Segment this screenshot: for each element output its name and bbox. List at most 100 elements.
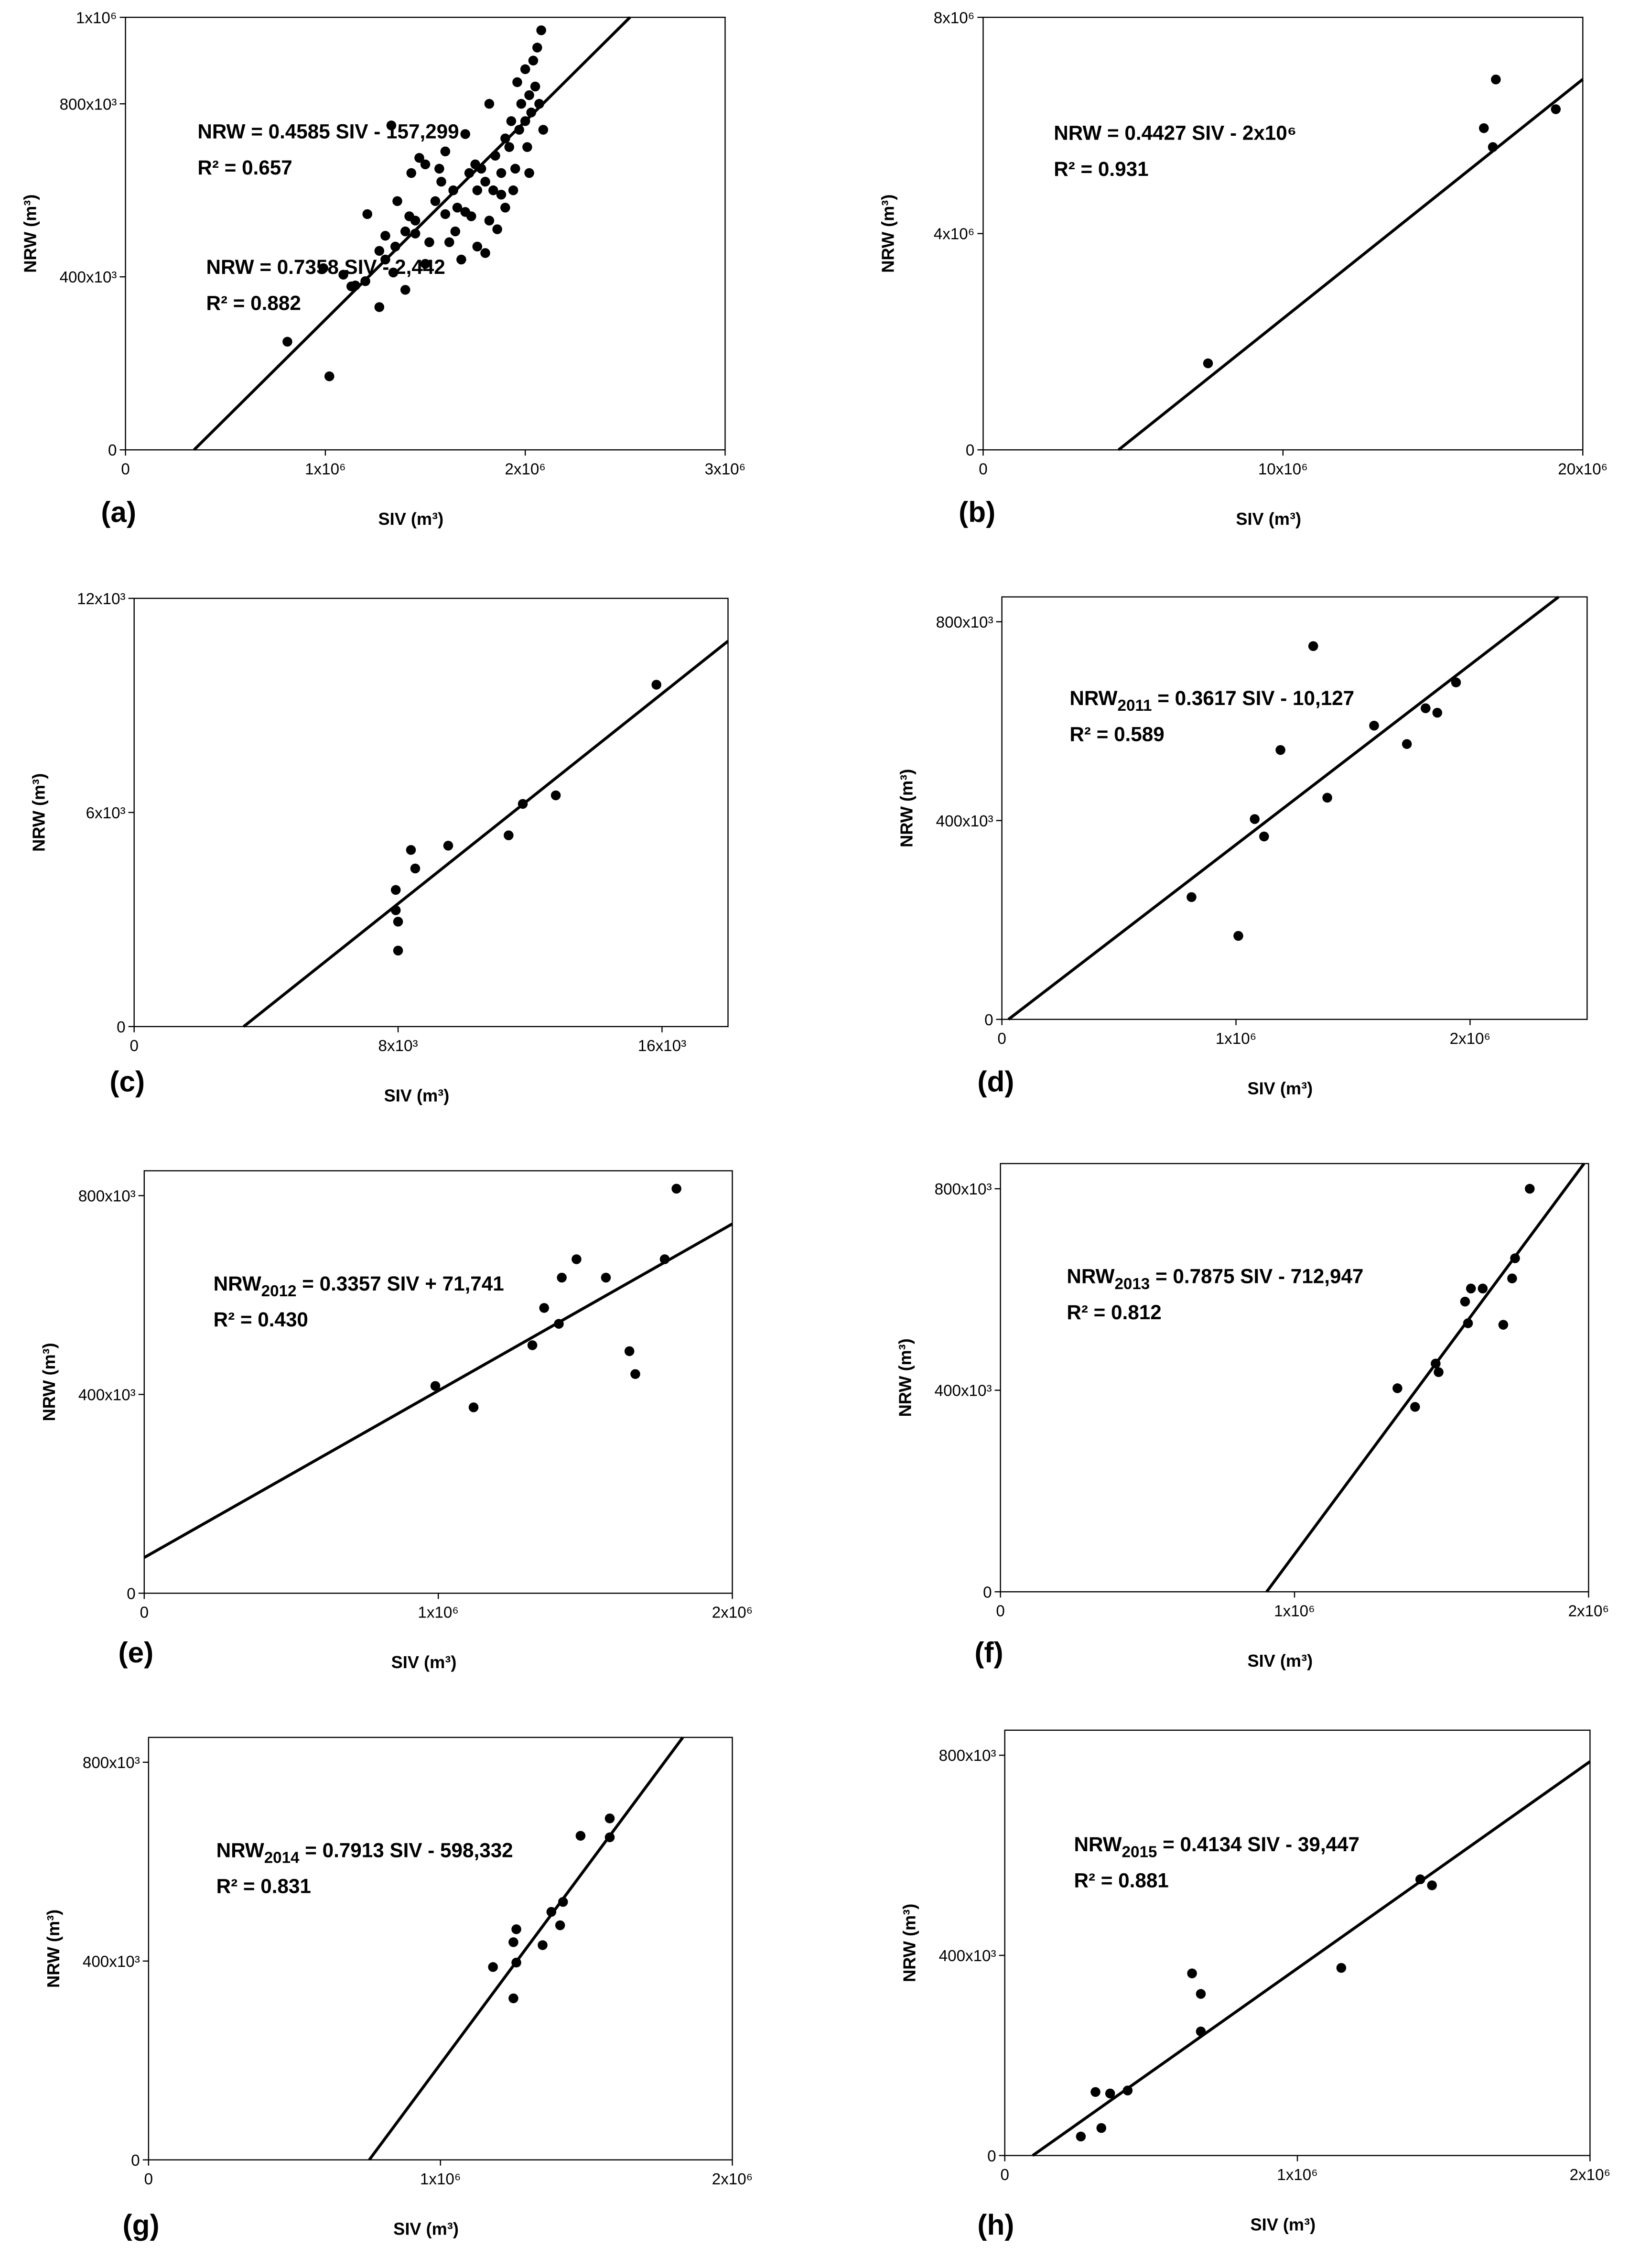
y-axis-label: NRW (m³) xyxy=(900,1904,919,1982)
data-point xyxy=(1415,1874,1425,1885)
equation-part: 2015 xyxy=(1122,1843,1157,1861)
data-point xyxy=(1507,1273,1517,1283)
x-tick-label: 2x10⁶ xyxy=(712,2170,753,2188)
y-tick-label: 800x10³ xyxy=(60,96,117,113)
data-point xyxy=(1203,358,1213,369)
data-point xyxy=(440,209,451,219)
data-point xyxy=(468,1402,479,1412)
data-point xyxy=(466,211,476,221)
x-axis-label: SIV (m³) xyxy=(1247,1079,1313,1098)
data-point xyxy=(504,830,514,840)
data-point xyxy=(450,226,461,237)
data-point xyxy=(406,845,416,855)
data-point xyxy=(1427,1880,1437,1890)
y-axis-label: NRW (m³) xyxy=(878,195,897,273)
panel-label: (f) xyxy=(974,1636,1003,1669)
data-point xyxy=(492,224,502,234)
data-point xyxy=(392,196,402,206)
data-point xyxy=(472,241,483,252)
x-tick-label: 16x10³ xyxy=(638,1037,686,1055)
r-squared: R² = 0.831 xyxy=(216,1875,311,1898)
regression-line xyxy=(1118,78,1584,451)
equation-part: 2014 xyxy=(264,1849,300,1866)
y-tick-label: 0 xyxy=(966,442,974,459)
data-point xyxy=(1451,677,1461,687)
data-point xyxy=(1488,142,1498,152)
y-tick-label: 0 xyxy=(987,2148,996,2165)
data-point xyxy=(430,196,441,206)
data-point xyxy=(362,209,372,219)
x-axis-label: SIV (m³) xyxy=(1236,509,1301,529)
r-squared: R² = 0.812 xyxy=(1067,1301,1161,1324)
y-axis-label: NRW (m³) xyxy=(29,773,49,852)
regression-line xyxy=(143,1222,734,1559)
x-tick-label: 2x10⁶ xyxy=(1570,2166,1611,2184)
panel-label: (h) xyxy=(977,2209,1014,2241)
data-point xyxy=(1551,104,1561,114)
equation: NRW = 0.4585 SIV - 157,299 xyxy=(197,120,459,143)
data-point xyxy=(1076,2131,1086,2142)
x-axis-label: SIV (m³) xyxy=(1251,2215,1316,2235)
y-tick-label: 800x10³ xyxy=(936,614,993,631)
data-point xyxy=(410,863,421,874)
data-point xyxy=(528,55,539,65)
scatter-panel: 0 10x10⁶ 20x10⁶ 0 4x10⁶ 8x10⁶ NRW = 0.4427 SIV… xyxy=(878,9,1607,529)
data-point xyxy=(604,1813,615,1823)
data-point xyxy=(671,1183,681,1194)
x-tick-label: 0 xyxy=(979,460,987,478)
r-squared: R² = 0.430 xyxy=(214,1308,308,1331)
equation-part: 2012 xyxy=(261,1282,297,1300)
data-point xyxy=(1090,2087,1100,2097)
y-tick-label: 0 xyxy=(117,1019,125,1036)
y-tick-label: 400x10³ xyxy=(83,1953,140,1971)
equation: NRW = 0.4427 SIV - 2x10⁶ xyxy=(1054,122,1296,144)
x-tick-label: 3x10⁶ xyxy=(705,460,746,478)
equation-part: = 0.3357 SIV + 71,741 xyxy=(296,1272,504,1295)
data-point xyxy=(530,81,540,92)
data-point xyxy=(488,1962,498,1972)
data-point xyxy=(504,142,514,152)
data-point xyxy=(512,77,522,87)
data-point xyxy=(452,203,463,213)
x-axis-label: SIV (m³) xyxy=(391,1652,457,1672)
scatter-panel: 0 1x10⁶ 2x10⁶ 0 400x10³ 800x10³ NRW2011 = 0.36… xyxy=(897,596,1588,1098)
data-point xyxy=(420,259,431,269)
data-point xyxy=(350,281,360,291)
r-squared: R² = 0.881 xyxy=(1074,1869,1168,1892)
equation: NRW2013 = 0.7875 SIV - 712,947 xyxy=(1067,1265,1363,1293)
data-point xyxy=(1250,814,1260,824)
data-point xyxy=(1434,1367,1444,1377)
y-axis-label: NRW (m³) xyxy=(897,769,917,847)
x-tick-label: 20x10⁶ xyxy=(1558,460,1607,478)
equation: NRW2011 = 0.3617 SIV - 10,127 xyxy=(1069,687,1354,715)
r-squared: R² = 0.589 xyxy=(1069,723,1164,745)
data-point xyxy=(1421,703,1431,714)
x-tick-label: 1x10⁶ xyxy=(420,2170,461,2188)
y-tick-label: 0 xyxy=(127,1585,135,1603)
data-point xyxy=(1259,831,1269,842)
x-tick-label: 2x10⁶ xyxy=(505,460,546,478)
data-point xyxy=(324,371,334,381)
data-point xyxy=(572,1254,582,1264)
data-point xyxy=(414,153,424,163)
data-point xyxy=(1233,931,1243,941)
x-tick-label: 1x10⁶ xyxy=(1274,1603,1315,1620)
data-point xyxy=(524,90,534,100)
data-point xyxy=(550,790,561,801)
data-point xyxy=(508,1993,518,2004)
y-tick-label: 6x10³ xyxy=(86,804,126,822)
equation-part: NRW = 0.7358 SIV - 2,442 xyxy=(206,256,445,278)
equation: NRW2012 = 0.3357 SIV + 71,741 xyxy=(214,1272,504,1300)
data-point xyxy=(558,1897,568,1907)
data-point xyxy=(538,1940,548,1950)
x-axis-label: SIV (m³) xyxy=(393,2219,459,2239)
x-axis-label: SIV (m³) xyxy=(378,509,444,529)
y-tick-label: 1x10⁶ xyxy=(76,9,117,27)
data-point xyxy=(386,120,397,130)
r-squared: R² = 0.882 xyxy=(206,292,301,315)
data-point xyxy=(460,129,470,139)
x-tick-label: 0 xyxy=(121,460,129,478)
data-point xyxy=(406,168,417,178)
data-point xyxy=(527,1340,538,1350)
